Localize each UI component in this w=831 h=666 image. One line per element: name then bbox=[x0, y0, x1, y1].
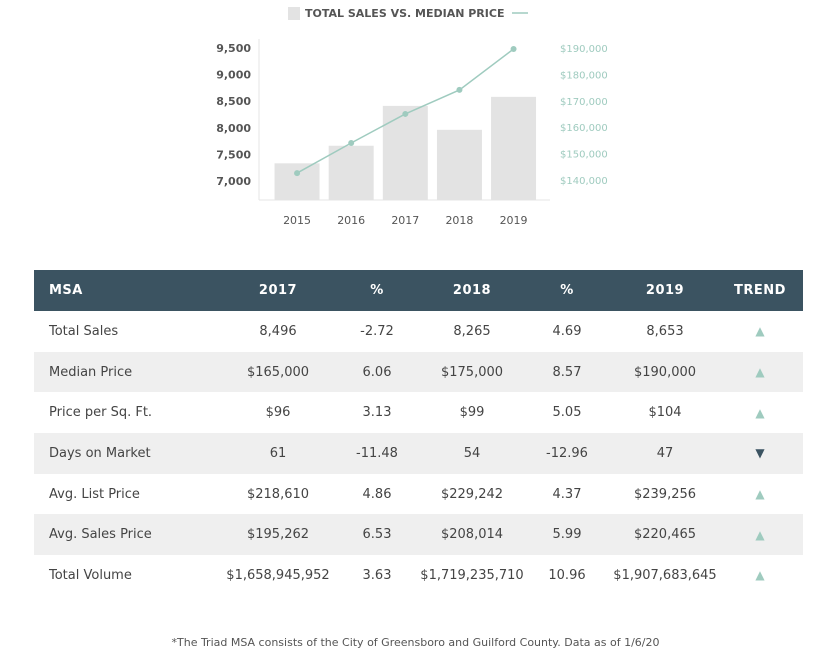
table-cell: $229,242 bbox=[440, 486, 504, 502]
table: MSA 2017% 2018% 2019 TREND Total Sales 8,496 -2… bbox=[34, 270, 803, 596]
table-cell: $218,610 bbox=[246, 486, 310, 502]
table-cell: 47 bbox=[656, 445, 674, 461]
point bbox=[510, 46, 517, 52]
point bbox=[294, 170, 301, 177]
table-cell: 8.57 bbox=[552, 364, 582, 380]
table-row: Avg. List Price $218,610 4.86 $229,242 4.37 $… bbox=[34, 474, 803, 515]
table-cell: ▲ bbox=[755, 487, 765, 502]
table-cell: 6.53 bbox=[362, 527, 392, 543]
chart-title: TOTAL SALES VS. MEDIAN PRICE bbox=[305, 7, 504, 20]
table-cell: ▲ bbox=[755, 365, 765, 380]
table-cell: $175,000 bbox=[440, 364, 504, 380]
y2-tick-label: $170,000 bbox=[560, 97, 608, 108]
chart: TOTAL SALES VS. MEDIAN PRICE 7,000 7,500 8… bbox=[216, 7, 608, 227]
bar bbox=[382, 105, 428, 200]
x-tick-label: 2016 bbox=[337, 214, 365, 227]
x-tick-label: 2019 bbox=[500, 214, 528, 227]
table-cell: % bbox=[370, 283, 384, 298]
table-cell: Avg. Sales Price bbox=[49, 527, 152, 543]
table-cell: 3.13 bbox=[362, 405, 392, 421]
table-row: MSA 2017% 2018% 2019 TREND bbox=[34, 270, 803, 311]
table-cell: 2018 bbox=[452, 283, 492, 298]
y-tick-label: 7,000 bbox=[216, 175, 251, 188]
table-cell: 3.63 bbox=[362, 567, 392, 583]
table-cell: 8,653 bbox=[646, 323, 684, 339]
bar bbox=[491, 96, 537, 200]
y2-tick-label: $150,000 bbox=[560, 150, 608, 161]
x-tick-label: 2015 bbox=[283, 214, 311, 227]
table-cell: -12.96 bbox=[546, 445, 588, 461]
y-tick-label: 7,500 bbox=[216, 148, 251, 161]
table-row: Total Sales 8,496 -2.72 8,265 4.69 8,653 ▲ bbox=[34, 311, 803, 352]
table-cell: -2.72 bbox=[360, 323, 394, 339]
table-cell: 10.96 bbox=[548, 567, 586, 583]
table-cell: Avg. List Price bbox=[49, 486, 140, 502]
table-cell: 6.06 bbox=[362, 364, 392, 380]
x-tick-label: 2018 bbox=[445, 214, 473, 227]
table-cell: $190,000 bbox=[633, 364, 697, 380]
table-cell: $195,262 bbox=[246, 527, 310, 543]
point bbox=[456, 86, 463, 93]
table-row: Median Price $165,000 6.06 $175,000 8.57 $190… bbox=[34, 351, 803, 393]
table-cell: $239,256 bbox=[633, 486, 697, 502]
table-cell: $1,907,683,645 bbox=[613, 567, 717, 583]
y2-tick-label: $160,000 bbox=[560, 123, 608, 134]
table-cell: -11.48 bbox=[356, 445, 398, 461]
table-cell: 8,496 bbox=[259, 323, 297, 339]
table-cell: 4.37 bbox=[552, 486, 582, 502]
table-cell: $104 bbox=[648, 405, 682, 421]
table-cell: ▲ bbox=[755, 324, 765, 339]
y2-tick-label: $190,000 bbox=[560, 44, 608, 55]
y-tick-label: 9,500 bbox=[216, 42, 251, 55]
table-cell: 2019 bbox=[645, 283, 685, 298]
table-cell: Median Price bbox=[49, 364, 133, 380]
table-cell: 4.86 bbox=[362, 486, 392, 502]
table-cell: MSA bbox=[49, 283, 83, 298]
table-cell: Days on Market bbox=[49, 445, 151, 461]
y-tick-label: 9,000 bbox=[216, 69, 251, 82]
table-cell: $99 bbox=[459, 405, 485, 421]
y-tick-label: 8,000 bbox=[216, 122, 251, 135]
y2-tick-label: $140,000 bbox=[560, 176, 608, 187]
table-cell: ▲ bbox=[755, 527, 765, 542]
table-row: Avg. Sales Price $195,262 6.53 $208,014 5.99… bbox=[34, 514, 803, 556]
bar bbox=[328, 145, 374, 200]
legend-swatch bbox=[288, 7, 300, 20]
x-tick-label: 2017 bbox=[391, 214, 419, 227]
point bbox=[402, 110, 409, 117]
table-cell: Price per Sq. Ft. bbox=[49, 405, 153, 421]
table-cell: $1,658,945,952 bbox=[226, 567, 330, 583]
table-cell: 54 bbox=[463, 445, 481, 461]
table-cell: Total Sales bbox=[49, 323, 119, 339]
table-cell: $165,000 bbox=[246, 364, 310, 380]
table-cell: 61 bbox=[269, 445, 287, 461]
table-cell: % bbox=[560, 283, 574, 298]
table-cell: $1,719,235,710 bbox=[420, 567, 524, 583]
footnote: *The Triad MSA consists of the City of G… bbox=[171, 636, 660, 649]
table-cell: $208,014 bbox=[440, 527, 504, 543]
table-cell: $96 bbox=[265, 405, 291, 421]
y-tick-label: 8,500 bbox=[216, 95, 251, 108]
table-cell: ▲ bbox=[755, 568, 765, 583]
table-row: Price per Sq. Ft. $96 3.13 $99 5.05 $104 ▲ bbox=[34, 392, 803, 433]
table-cell: Total Volume bbox=[49, 567, 132, 583]
table-cell: 5.05 bbox=[552, 405, 582, 421]
table-cell: 8,265 bbox=[453, 323, 491, 339]
table-row: Total Volume $1,658,945,952 3.63 $1,719,235… bbox=[34, 555, 803, 596]
table-cell: 5.99 bbox=[552, 527, 582, 543]
table-cell: ▲ bbox=[755, 405, 765, 420]
table-cell: TREND bbox=[734, 283, 786, 298]
table-row: Days on Market 61 -11.48 54 -12.96 47 ▼ bbox=[34, 433, 803, 474]
bar bbox=[436, 129, 482, 200]
table-cell: ▼ bbox=[755, 446, 765, 461]
bar bbox=[274, 163, 320, 200]
y2-tick-label: $180,000 bbox=[560, 70, 608, 81]
point bbox=[348, 139, 355, 146]
table-cell: 2017 bbox=[258, 283, 298, 298]
table-cell: $220,465 bbox=[633, 527, 697, 543]
table-cell: 4.69 bbox=[552, 323, 582, 339]
